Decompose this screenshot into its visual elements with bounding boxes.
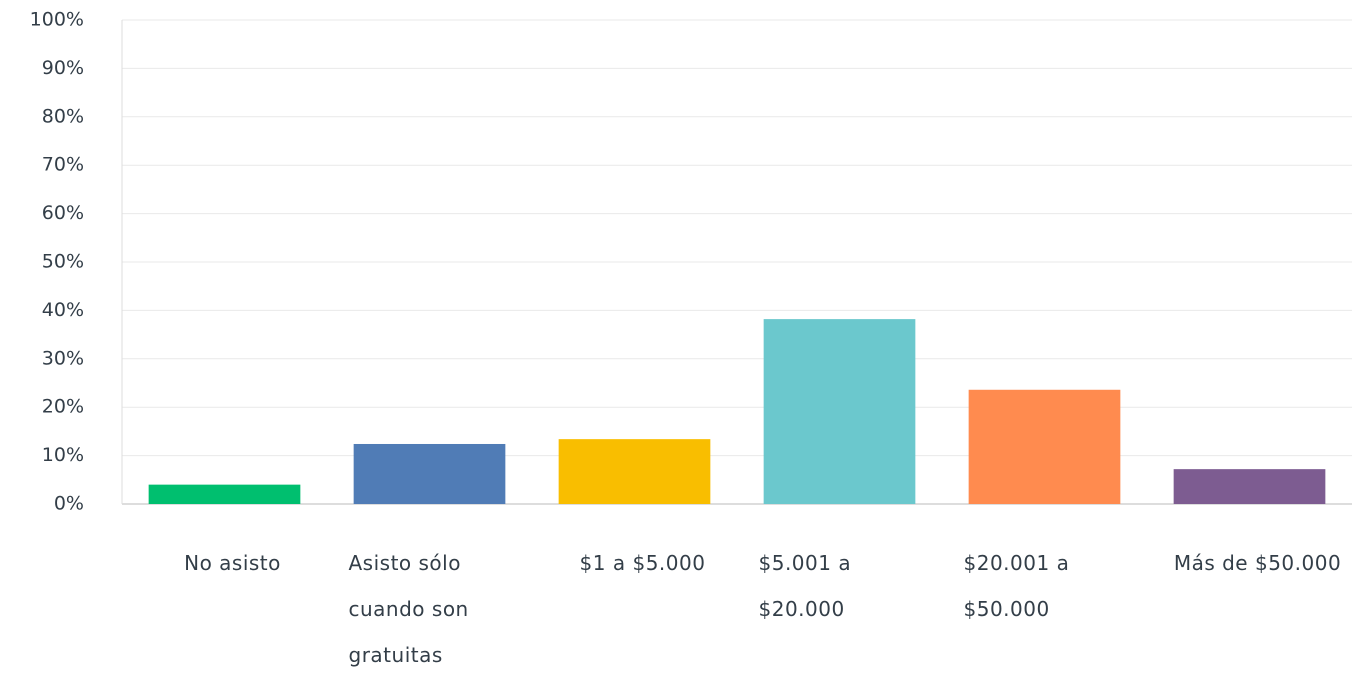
bar xyxy=(353,443,506,504)
bar xyxy=(558,439,711,504)
x-tick-label: $5.001 a $20.000 xyxy=(758,551,852,621)
bar xyxy=(148,484,301,504)
x-tick-label: Asisto sólo cuando son gratuitas xyxy=(348,551,469,667)
x-tick-label: $1 a $5.000 xyxy=(579,551,706,575)
y-tick-label: 60% xyxy=(42,202,84,224)
bar xyxy=(1173,469,1326,504)
y-tick-label: 20% xyxy=(42,396,84,418)
y-tick-label: 40% xyxy=(42,299,84,321)
y-tick-label: 90% xyxy=(42,57,84,79)
bar xyxy=(763,319,916,504)
x-tick-label: Más de $50.000 xyxy=(1173,551,1342,575)
y-tick-label: 10% xyxy=(42,444,84,466)
y-tick-label: 80% xyxy=(42,105,84,127)
y-tick-label: 70% xyxy=(42,154,84,176)
y-tick-label: 50% xyxy=(42,251,84,273)
y-tick-label: 30% xyxy=(42,347,84,369)
y-tick-label: 0% xyxy=(54,493,84,515)
bar xyxy=(968,389,1121,504)
x-tick-label: $20.001 a $50.000 xyxy=(963,551,1070,621)
y-tick-label: 100% xyxy=(30,9,84,31)
x-tick-label: No asisto xyxy=(184,551,281,575)
